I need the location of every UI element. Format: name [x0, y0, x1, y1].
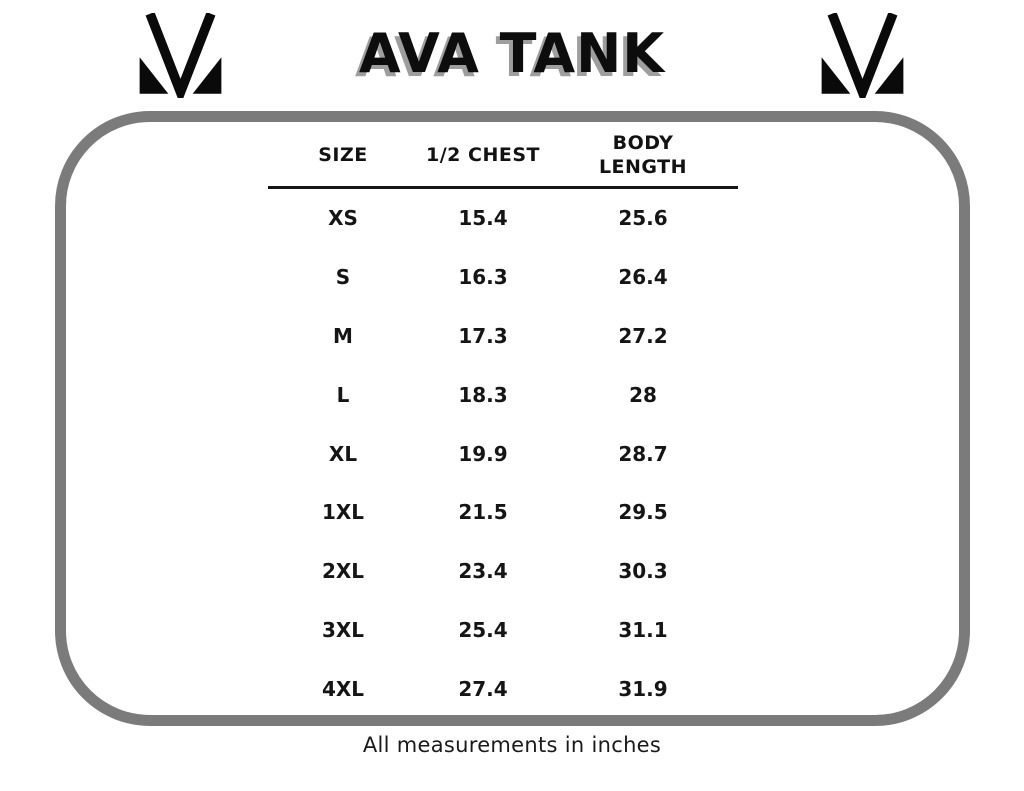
table-row: XS 15.4 25.6 [268, 189, 738, 248]
table-row: 2XL 23.4 30.3 [268, 542, 738, 601]
brand-m-logo-icon [819, 12, 906, 106]
half-chest-cell: 17.3 [458, 323, 508, 348]
body-length-cell: 31.1 [618, 617, 668, 642]
column-header-half-chest: 1/2 CHEST [426, 144, 540, 167]
table-row: 1XL 21.5 29.5 [268, 483, 738, 542]
size-cell: 4XL [321, 676, 365, 701]
body-length-cell: 30.3 [618, 559, 668, 584]
body-length-cell: 28 [629, 382, 657, 407]
table-row: XL 19.9 28.7 [268, 424, 738, 483]
brand-m-logo-icon [137, 12, 224, 106]
half-chest-cell: 16.3 [458, 265, 508, 290]
size-table: SIZE 1/2 CHEST BODY LENGTH XS 15.4 25.6 … [268, 126, 738, 718]
body-length-cell: 27.2 [618, 323, 668, 348]
size-cell: 3XL [321, 617, 365, 642]
measurements-note: All measurements in inches [362, 733, 662, 757]
table-header-row: SIZE 1/2 CHEST BODY LENGTH [268, 126, 738, 189]
size-cell: S [335, 265, 351, 290]
page-title: AVA TANK [358, 22, 666, 85]
half-chest-cell: 23.4 [458, 559, 508, 584]
half-chest-cell: 18.3 [458, 382, 508, 407]
body-length-cell: 28.7 [618, 441, 668, 466]
table-row: L 18.3 28 [268, 365, 738, 424]
body-length-cell: 25.6 [618, 206, 668, 231]
column-header-body-length: BODY LENGTH [598, 132, 688, 178]
table-row: 3XL 25.4 31.1 [268, 601, 738, 660]
table-row: M 17.3 27.2 [268, 307, 738, 366]
size-cell: XS [328, 206, 358, 231]
body-length-cell: 26.4 [618, 265, 668, 290]
half-chest-cell: 15.4 [458, 206, 508, 231]
half-chest-cell: 27.4 [458, 676, 508, 701]
half-chest-cell: 21.5 [458, 500, 508, 525]
size-cell: XL [328, 441, 358, 466]
table-row: S 16.3 26.4 [268, 248, 738, 307]
body-length-cell: 29.5 [618, 500, 668, 525]
rounded-frame [55, 111, 970, 726]
size-cell: L [336, 382, 350, 407]
half-chest-cell: 25.4 [458, 617, 508, 642]
size-cell: 2XL [321, 559, 365, 584]
size-cell: M [333, 323, 353, 348]
column-header-size: SIZE [318, 144, 368, 167]
body-length-cell: 31.9 [618, 676, 668, 701]
size-cell: 1XL [321, 500, 365, 525]
half-chest-cell: 19.9 [458, 441, 508, 466]
table-row: 4XL 27.4 31.9 [268, 659, 738, 718]
